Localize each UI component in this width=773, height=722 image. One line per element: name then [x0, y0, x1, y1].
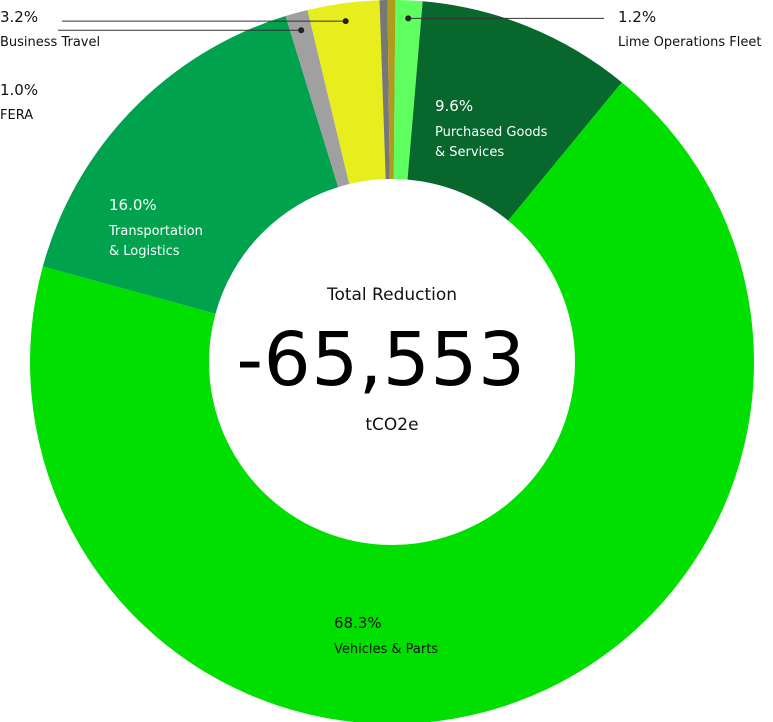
slice-percent-vehicles-and-parts: 68.3% — [334, 614, 382, 632]
slice-percent-transportation-and-logistics: 16.0% — [109, 196, 157, 214]
slice-name-business-travel: Business Travel — [0, 35, 100, 50]
slice-minor-6 — [379, 0, 390, 180]
slice-transportation-and-logistics — [42, 16, 339, 314]
leader-dot-business-travel — [342, 18, 349, 25]
slice-labels: 1.2% Lime Operations Fleet 9.6% Purchased G… — [0, 8, 761, 657]
center-title: Total Reduction — [326, 285, 457, 305]
donut-slices — [30, 0, 754, 722]
slice-minor-7 — [387, 0, 396, 180]
center-total-value: -65,553 — [236, 317, 525, 403]
slice-lime-operations-fleet — [393, 0, 423, 180]
slice-name-transportation-and-logistics-line-2: & Logistics — [109, 244, 180, 259]
slice-name-vehicles-and-parts: Vehicles & Parts — [334, 642, 438, 657]
slice-percent-fera: 1.0% — [0, 81, 38, 99]
slice-name-purchased-goods-and-services-line-1: Purchased Goods — [435, 125, 548, 140]
leader-lines — [58, 15, 604, 34]
slice-business-travel — [307, 0, 386, 185]
slice-percent-purchased-goods-and-services: 9.6% — [435, 97, 473, 115]
leader-dot-lime-operations-fleet — [405, 15, 412, 22]
slice-name-transportation-and-logistics-line-1: Transportation — [108, 224, 203, 239]
slice-fera — [285, 10, 350, 188]
slice-name-purchased-goods-and-services-line-2: & Services — [435, 145, 504, 160]
leader-dot-fera — [298, 27, 305, 34]
slice-name-lime-operations-fleet: Lime Operations Fleet — [618, 35, 761, 50]
center-unit: tCO2e — [365, 415, 418, 435]
slice-percent-lime-operations-fleet: 1.2% — [618, 8, 656, 26]
slice-purchased-goods-and-services — [407, 1, 622, 221]
slice-percent-business-travel: 3.2% — [0, 8, 38, 26]
slice-name-fera: FERA — [0, 108, 33, 123]
slice-vehicles-and-parts — [30, 82, 754, 722]
